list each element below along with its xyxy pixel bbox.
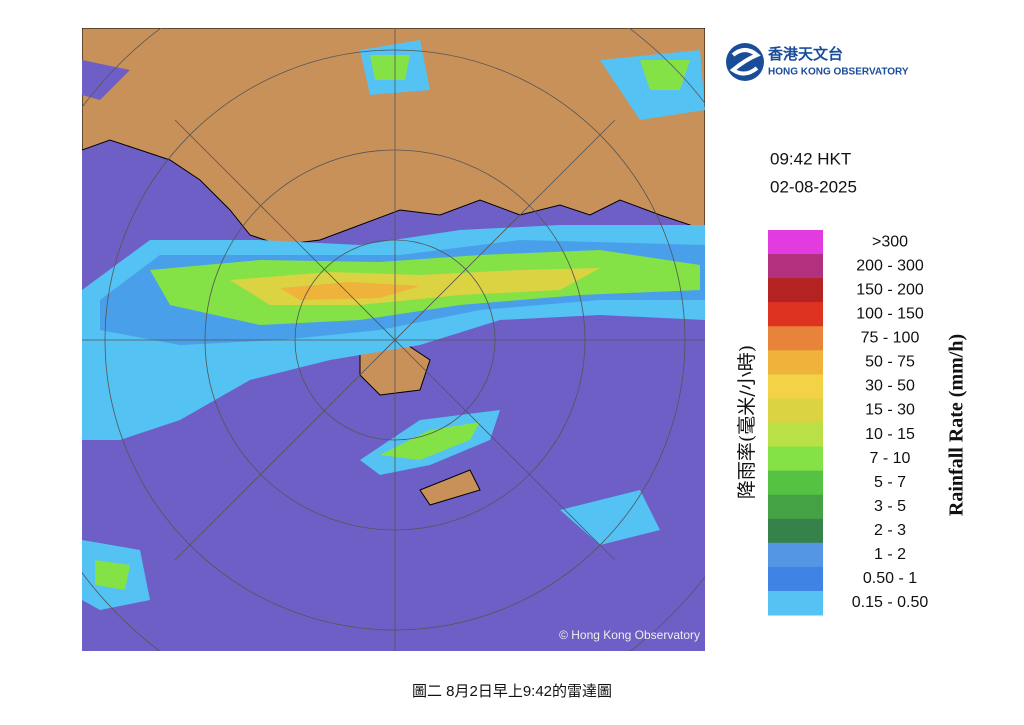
legend: >300 200 - 300 150 - 200 100 - 150 75 - 100 5… xyxy=(768,230,928,616)
legend-swatch xyxy=(768,494,823,520)
legend-title-chinese: 降雨率(毫米/小時) xyxy=(736,345,758,499)
legend-label: 3 - 5 xyxy=(874,498,906,515)
time: 09:42 HKT xyxy=(770,149,851,168)
legend-label: 10 - 15 xyxy=(865,426,915,443)
legend-swatch xyxy=(768,518,823,544)
legend-label: 2 - 3 xyxy=(874,522,906,539)
legend-label: 200 - 300 xyxy=(856,257,924,274)
legend-swatch xyxy=(768,302,823,327)
legend-swatch xyxy=(768,398,823,423)
legend-label: 0.15 - 0.50 xyxy=(852,594,929,611)
legend-swatch xyxy=(768,326,823,351)
legend-label: 30 - 50 xyxy=(865,378,915,395)
legend-label: 75 - 100 xyxy=(861,330,920,347)
legend-label: 15 - 30 xyxy=(865,402,915,419)
legend-swatch xyxy=(768,254,823,279)
legend-label: >300 xyxy=(872,233,908,250)
logo: 香港天文台 HONG KONG OBSERVATORY xyxy=(726,43,909,81)
legend-swatch xyxy=(768,542,823,568)
legend-swatch xyxy=(768,278,823,303)
radar-map xyxy=(82,28,705,651)
legend-label: 7 - 10 xyxy=(870,450,911,467)
legend-title-english: Rainfall Rate (mm/h) xyxy=(946,334,968,516)
legend-swatch xyxy=(768,350,823,375)
legend-swatch xyxy=(768,566,823,592)
legend-label: 1 - 2 xyxy=(874,546,906,563)
date: 02-08-2025 xyxy=(770,177,857,196)
legend-swatch xyxy=(768,230,823,255)
logo-chinese: 香港天文台 xyxy=(768,45,843,63)
legend-label: 150 - 200 xyxy=(856,281,924,298)
legend-swatch xyxy=(768,470,823,496)
caption: 圖二 8月2日早上9:42的雷達圖 xyxy=(412,683,612,700)
logo-english: HONG KONG OBSERVATORY xyxy=(768,67,909,78)
legend-label: 5 - 7 xyxy=(874,474,906,491)
legend-swatch xyxy=(768,590,823,616)
map-credit: © Hong Kong Observatory xyxy=(559,628,700,642)
legend-swatch xyxy=(768,446,823,472)
legend-swatch xyxy=(768,374,823,399)
legend-label: 0.50 - 1 xyxy=(863,570,917,587)
legend-label: 50 - 75 xyxy=(865,354,915,371)
legend-label: 100 - 150 xyxy=(856,305,924,322)
legend-swatch xyxy=(768,422,823,448)
